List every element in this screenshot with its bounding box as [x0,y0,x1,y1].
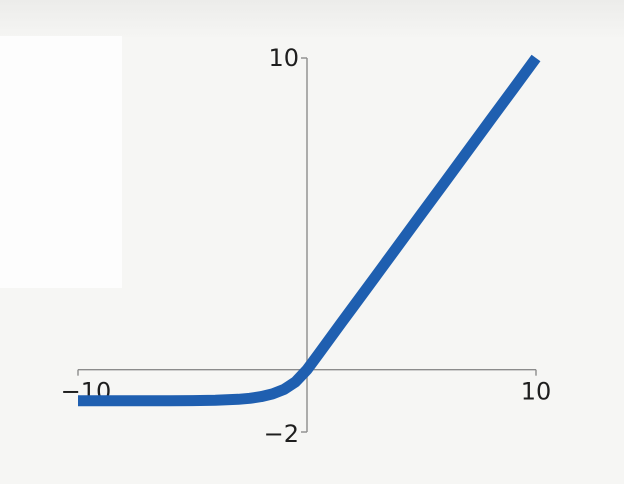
series-line [78,54,541,407]
background-patch [0,36,122,288]
x-tick-label-10: 10 [521,378,552,406]
y-tick-label-10: 10 [268,44,299,72]
y-tick-label-neg2: −2 [264,420,299,448]
